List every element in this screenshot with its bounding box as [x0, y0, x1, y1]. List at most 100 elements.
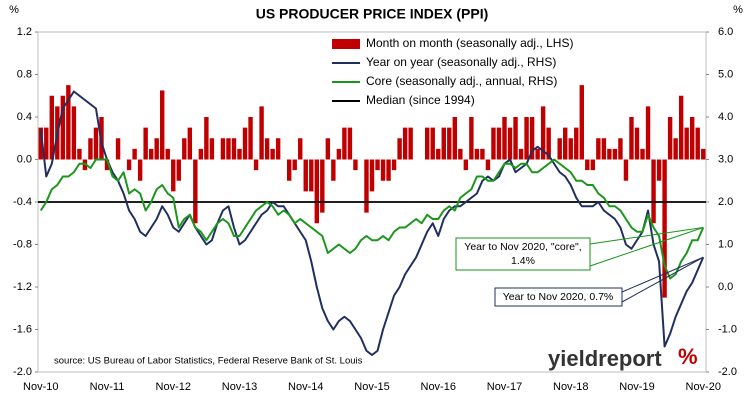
y2-tick-label: 0.0	[718, 281, 733, 293]
bar	[77, 148, 82, 160]
bar	[259, 106, 264, 160]
y2-tick-label: -2.0	[718, 366, 737, 378]
bar	[662, 159, 667, 298]
bar	[574, 127, 579, 160]
bar	[463, 159, 469, 171]
y-tick-label: -1.2	[13, 281, 32, 293]
bar	[634, 127, 640, 160]
bar	[143, 127, 148, 160]
bar	[275, 138, 281, 160]
x-tick-label: Nov-12	[156, 381, 191, 393]
annotation-leader	[621, 256, 704, 293]
annotation-box	[455, 237, 591, 271]
bar	[331, 159, 336, 181]
y-tick-label: 0.4	[17, 111, 32, 123]
bar	[38, 127, 43, 160]
bar	[535, 148, 540, 160]
bar	[474, 148, 480, 160]
bar	[557, 138, 562, 160]
bar	[380, 159, 386, 181]
bar	[452, 117, 458, 160]
bar	[71, 106, 77, 160]
x-tick-label: Nov-13	[222, 381, 257, 393]
bar	[689, 117, 695, 160]
bar	[386, 159, 391, 181]
bar	[678, 95, 684, 160]
y2-tick-label: 3.0	[718, 153, 733, 165]
bar	[458, 148, 463, 160]
bar	[93, 127, 99, 160]
bar	[176, 159, 181, 181]
bar	[66, 85, 71, 160]
bar	[126, 159, 132, 171]
bar	[165, 148, 170, 160]
y2-tick-label: 5.0	[718, 68, 733, 80]
bar	[640, 148, 645, 160]
bar	[342, 127, 347, 160]
bar	[596, 138, 601, 160]
bar	[485, 159, 491, 171]
x-tick-label: Nov-10	[23, 381, 58, 393]
x-tick-label: Nov-16	[421, 381, 456, 393]
bar	[132, 148, 137, 160]
y-tick-label: -2.0	[13, 366, 32, 378]
bar	[237, 148, 242, 160]
bar	[579, 85, 584, 160]
annotation-leader	[621, 256, 704, 303]
bar	[264, 138, 270, 160]
bar	[270, 148, 275, 160]
bar	[496, 127, 502, 160]
bar	[182, 138, 187, 160]
bar	[651, 159, 656, 224]
annotation-box	[494, 287, 623, 307]
bar	[115, 138, 121, 160]
bar	[469, 117, 474, 160]
y2-tick-label: 4.0	[718, 111, 733, 123]
y-tick-label: 0.0	[17, 153, 32, 165]
bar	[369, 159, 375, 192]
bar	[540, 106, 546, 160]
source-note: source: US Bureau of Labor Statistics, F…	[54, 356, 363, 367]
bar	[607, 148, 612, 160]
bar	[612, 148, 618, 160]
bar	[656, 159, 662, 181]
line	[39, 158, 705, 280]
bar	[447, 127, 452, 160]
y2-tick-label: -1.0	[718, 323, 737, 335]
bar	[137, 159, 143, 181]
bar	[336, 148, 342, 160]
x-tick-label: Nov-11	[90, 381, 125, 393]
annotation-text: Year to Nov 2020, "core",	[464, 241, 581, 253]
y2-tick-label: 2.0	[718, 196, 733, 208]
bar	[601, 138, 607, 160]
bar	[673, 138, 678, 160]
bar	[193, 159, 198, 224]
bar	[375, 159, 380, 171]
bar	[226, 138, 231, 160]
bar	[645, 106, 651, 160]
bar	[292, 159, 297, 171]
bar	[518, 148, 524, 160]
brand-mark: %	[678, 344, 698, 369]
bar	[480, 148, 485, 160]
bar	[49, 95, 55, 160]
bar	[524, 117, 529, 160]
y-tick-label: -0.4	[13, 196, 32, 208]
chart-title: US PRODUCER PRICE INDEX (PPI)	[256, 6, 489, 22]
x-tick-label: Nov-18	[553, 381, 588, 393]
x-tick-label: Nov-14	[288, 381, 323, 393]
y2-tick-label: 1.0	[718, 238, 733, 250]
bar	[391, 159, 397, 171]
bar	[104, 159, 110, 171]
bar	[220, 138, 226, 160]
x-tick-label: Nov-19	[619, 381, 654, 393]
bar	[623, 159, 629, 181]
bar	[441, 127, 446, 160]
brand-name: yieldreport	[548, 346, 662, 371]
bar	[171, 159, 176, 192]
y-unit: %	[9, 4, 19, 16]
bar	[204, 117, 209, 160]
bar	[60, 95, 66, 160]
bar	[253, 159, 259, 171]
